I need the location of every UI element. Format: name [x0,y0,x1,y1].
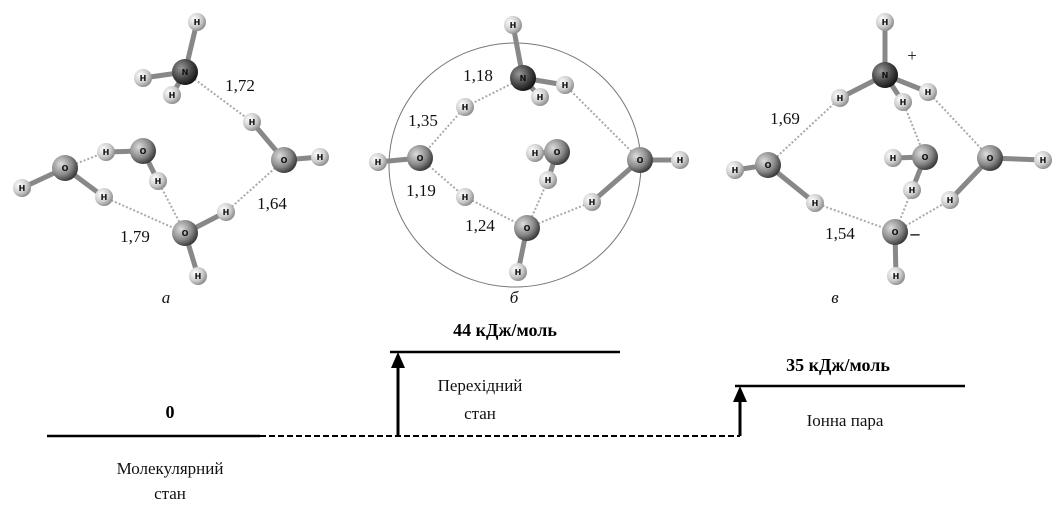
figure: H N H H H O H O H H O H H O H H H N H H H O H H O H H O H O H H H N H H H O H H… [0,0,1055,507]
atom-label: H [223,208,230,217]
atom-label: O [765,161,772,170]
atom-label: H [1040,156,1047,165]
atom-label: N [882,71,889,80]
state-name: Іонна пара [807,411,884,430]
atom-label: O [140,147,147,156]
hydrogen-bond [928,92,990,158]
atom-label: H [947,196,954,205]
state-name: стан [154,484,186,503]
distance: 1,79 [120,227,150,246]
atom-label: H [515,268,522,277]
atom-label: H [103,148,110,157]
atom-label: O [987,154,994,163]
atom-label: H [155,177,162,186]
atom-label: H [169,91,176,100]
atom-label: H [194,18,201,27]
distance: 1,19 [406,181,436,200]
charge: – [910,223,921,243]
atom-label: H [140,74,147,83]
atom-label: H [545,176,552,185]
state-name: Перехідний [438,376,523,395]
atom-label: H [249,118,256,127]
atom-label: H [375,158,382,167]
atom-label: O [922,153,929,162]
state-name: Молекулярний [117,459,224,478]
atom-label: H [890,154,897,163]
distance: 1,64 [257,194,287,213]
distance: 1,72 [225,76,255,95]
atom-label: H [317,153,324,162]
charge: + [907,46,917,65]
atom-label: H [537,93,544,102]
atom-label: N [520,74,527,83]
molecules: H N H H H O H O H H O H H O H H H N H H H O H H O H H O H O H H H N H H H O H H… [13,13,1052,285]
atom-label: H [195,272,202,281]
panel-label: б [510,288,519,307]
distance: 1,18 [463,66,493,85]
distance: 1,69 [770,109,800,128]
atom-label: H [837,94,844,103]
atom-label: H [900,98,907,107]
atom-label: O [554,148,561,157]
atom-label: H [677,156,684,165]
atom-label: O [417,154,424,163]
atom-label: O [182,229,189,238]
atom-label: N [182,68,189,77]
energy-value: 35 кДж/моль [786,355,890,375]
atom-label: O [281,156,288,165]
hydrogen-bond [565,85,640,160]
energy-value: 0 [166,402,175,422]
atom-label: H [510,21,517,30]
distance: 1,35 [408,111,438,130]
atom-label: H [882,18,889,27]
atom-label: O [62,164,69,173]
atom-label: H [532,149,539,158]
atom-label: O [637,156,644,165]
panel-label: в [831,288,839,307]
atom-label: H [101,193,108,202]
atom-label: H [732,166,739,175]
atom-label: H [19,184,26,193]
atom-label: H [562,81,569,90]
distance: 1,54 [825,224,855,243]
atom-label: H [893,272,900,281]
energy-value: 44 кДж/моль [453,320,557,340]
arrow-head [391,352,405,368]
distance: 1,24 [465,216,495,235]
atom-label: H [589,198,596,207]
atom-label: H [909,186,916,195]
panel-label: а [162,288,171,307]
atom-label: H [462,103,469,112]
state-name: стан [464,404,496,423]
arrow-head [733,386,747,402]
atom-label: H [925,88,932,97]
atom-label: H [462,193,469,202]
atom-label: H [812,199,819,208]
atom-label: O [892,228,899,237]
atom-label: O [524,224,531,233]
